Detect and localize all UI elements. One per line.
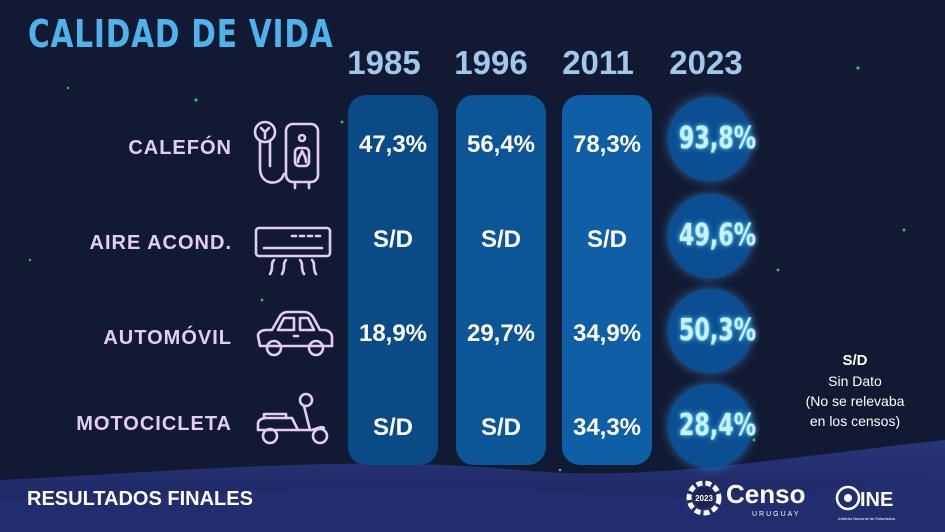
circle-auto-2023: 50,3%	[668, 289, 756, 373]
water-heater-icon	[248, 118, 326, 198]
column-2011	[562, 95, 652, 465]
scooter-icon	[252, 390, 334, 452]
row-label-calefon: CALEFÓN	[128, 137, 232, 159]
column-1996	[456, 95, 546, 465]
cell-calefon-1985: 47,3%	[358, 131, 428, 158]
circle-moto-2023: 28,4%	[668, 384, 756, 468]
page-title: CALIDAD DE VIDA	[28, 12, 334, 56]
circle-aire-2023: 49,6%	[668, 194, 756, 278]
cell-aire-1985: S/D	[372, 226, 413, 253]
value-auto-2023: 50,3%	[678, 313, 756, 348]
year-1985: 1985	[347, 44, 421, 81]
censo-logo-word: Censo	[726, 479, 805, 509]
row-label-automovil: AUTOMÓVIL	[103, 327, 232, 349]
year-1996: 1996	[454, 44, 528, 81]
ine-logo-word: INE	[860, 489, 893, 511]
value-moto-2023: 28,4%	[678, 408, 756, 443]
cell-auto-2011: 34,9%	[572, 320, 642, 347]
column-1985	[348, 95, 438, 465]
cell-auto-1985: 18,9%	[358, 320, 428, 347]
cell-moto-1985: S/D	[372, 414, 413, 441]
cell-calefon-2011: 78,3%	[572, 131, 642, 158]
legend-line-2: (No se relevaba	[805, 393, 905, 409]
censo-logo-sub: URUGUAY	[752, 511, 800, 518]
row-label-motocicleta: MOTOCICLETA	[76, 413, 232, 435]
censo-logo: 2023 Censo URUGUAY	[684, 474, 814, 524]
cell-aire-1996: S/D	[480, 226, 521, 253]
circle-calefon-2023: 93,8%	[668, 97, 756, 181]
value-aire-2023: 49,6%	[678, 218, 756, 253]
cell-calefon-1996: 56,4%	[466, 131, 536, 158]
cell-moto-1996: S/D	[480, 414, 521, 441]
footer-label: RESULTADOS FINALES	[27, 488, 253, 510]
air-conditioner-icon	[252, 222, 334, 280]
cell-auto-1996: 29,7%	[466, 320, 536, 347]
legend-line-3: en los censos)	[809, 413, 901, 429]
ine-logo-sub: Instituto Nacional de Estadística	[838, 516, 896, 521]
legend-abbr: S/D	[842, 352, 868, 369]
cell-moto-2011: 34,3%	[572, 414, 642, 441]
car-icon	[252, 306, 336, 362]
censo-logo-year: 2023	[695, 494, 713, 503]
row-label-aire-acond: AIRE ACOND.	[89, 232, 232, 254]
legend-line-1: Sin Dato	[828, 373, 882, 389]
ine-logo: INE Instituto Nacional de Estadística	[832, 478, 912, 526]
year-2023: 2023	[669, 44, 743, 81]
value-calefon-2023: 93,8%	[678, 121, 756, 156]
cell-aire-2011: S/D	[586, 226, 627, 253]
year-2011: 2011	[562, 44, 634, 81]
